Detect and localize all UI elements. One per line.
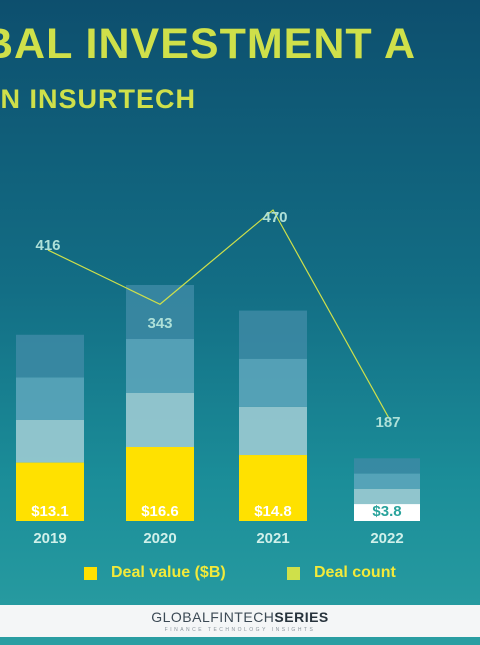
bar-2019 [16, 462, 84, 521]
deal-count-line [47, 209, 391, 421]
page-subtitle: IN INSURTECH [0, 84, 197, 114]
legend-item-deal-value: Deal value ($B) [84, 564, 226, 582]
bar-band-2021-2 [239, 358, 307, 407]
bar-band-2022-2 [354, 473, 420, 489]
bar-2021 [239, 455, 307, 521]
bar-band-2022-3 [354, 458, 420, 474]
deal-count-label-2022: 187 [375, 414, 400, 431]
legend-label-deal-count: Deal count [314, 564, 396, 581]
x-tick-label-2021: 2021 [256, 530, 289, 547]
legend-label-deal-value: Deal value ($B) [111, 564, 226, 581]
brand-tagline: FINANCE TECHNOLOGY INSIGHTS [164, 627, 316, 633]
bar-band-2021-3 [239, 310, 307, 359]
bar-band-2021-1 [239, 406, 307, 456]
bar-band-2022-1 [354, 488, 420, 505]
bar-value-label-2022: $3.8 [372, 503, 401, 520]
deal-count-label-2019: 416 [35, 237, 60, 254]
deal-count-label-2020: 343 [147, 315, 172, 332]
bar-band-2020-3 [126, 285, 194, 339]
footer-bar: GLOBALFINTECHSERIES FINANCE TECHNOLOGY I… [0, 605, 480, 637]
bar-value-label-2020: $16.6 [141, 503, 179, 520]
page-title: BAL INVESTMENT A [0, 20, 417, 68]
bar-value-label-2019: $13.1 [31, 503, 69, 520]
deal-count-label-2021: 470 [262, 209, 287, 226]
combo-chart: $13.1 2019 $16.6 2020 $14.8 2021 $3.8 2022 416 34… [16, 209, 420, 547]
bar-band-2019-2 [16, 377, 84, 420]
bar-2022 [354, 504, 420, 521]
bar-2020 [126, 447, 194, 521]
logo-text: GLOBALFINTECH [151, 609, 275, 625]
legend-item-deal-count: Deal count [287, 564, 396, 582]
chart-legend: Deal value ($B) Deal count [0, 564, 480, 588]
bar-band-2020-1 [126, 393, 194, 447]
legend-swatch-deal-value [84, 566, 97, 580]
x-tick-label-2020: 2020 [143, 530, 176, 547]
bar-band-2020-2 [126, 339, 194, 393]
bar-value-label-2021: $14.8 [254, 503, 292, 520]
x-tick-label-2022: 2022 [370, 530, 403, 547]
bar-band-2019-3 [16, 334, 84, 378]
brand-logo: GLOBALFINTECHSERIES [0, 609, 480, 625]
logo-text-bold: SERIES [274, 609, 329, 625]
bar-band-2019-1 [16, 419, 84, 463]
x-tick-label-2019: 2019 [33, 530, 66, 547]
legend-swatch-deal-count [287, 566, 300, 580]
